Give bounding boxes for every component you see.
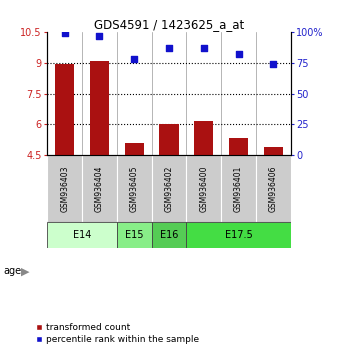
Bar (229, 138, 248, 155)
Bar (152, 155, 186, 222)
Text: ▶: ▶ (21, 267, 29, 276)
Text: E17.5: E17.5 (225, 230, 252, 240)
Text: GSM936404: GSM936404 (95, 165, 104, 212)
Bar (55, 64, 74, 155)
Text: GSM936400: GSM936400 (199, 165, 208, 212)
Bar (221, 155, 256, 222)
Point (271, 61, 276, 67)
Text: GSM936405: GSM936405 (130, 165, 139, 212)
Text: GSM936402: GSM936402 (165, 165, 173, 212)
Bar (256, 155, 291, 222)
Bar (117, 155, 152, 222)
Bar (194, 121, 213, 155)
Bar (125, 143, 144, 155)
Bar (186, 155, 221, 222)
Point (62, 30, 67, 36)
Bar (47, 155, 82, 222)
Text: E14: E14 (73, 230, 91, 240)
Text: GSM936401: GSM936401 (234, 165, 243, 212)
Text: GSM936406: GSM936406 (269, 165, 278, 212)
Bar (186, 222, 291, 248)
Text: GSM936403: GSM936403 (60, 165, 69, 212)
Bar (82, 155, 117, 222)
Legend: transformed count, percentile rank within the sample: transformed count, percentile rank withi… (31, 320, 203, 348)
Title: GDS4591 / 1423625_a_at: GDS4591 / 1423625_a_at (94, 18, 244, 31)
Bar (152, 222, 186, 248)
Text: age: age (3, 266, 22, 276)
Bar (90, 61, 109, 155)
Point (201, 45, 207, 51)
Point (131, 56, 137, 62)
Bar (160, 124, 178, 155)
Point (166, 45, 172, 51)
Point (236, 51, 241, 57)
Bar (117, 222, 152, 248)
Bar (264, 147, 283, 155)
Text: E15: E15 (125, 230, 144, 240)
Bar (47, 222, 117, 248)
Text: E16: E16 (160, 230, 178, 240)
Point (97, 33, 102, 38)
